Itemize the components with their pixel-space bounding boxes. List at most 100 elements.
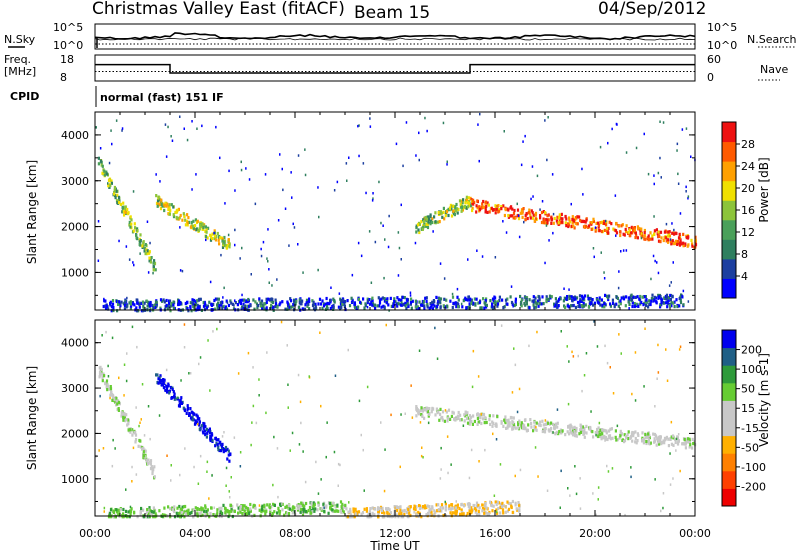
heatmap-cell <box>520 421 523 425</box>
heatmap-cell <box>248 511 251 516</box>
heatmap-cell <box>452 204 455 208</box>
heatmap-cell <box>166 304 170 308</box>
heatmap-cell <box>216 231 219 236</box>
heatmap-cell <box>656 437 659 441</box>
heatmap-cell <box>455 509 458 513</box>
heatmap-noise <box>634 351 637 354</box>
heatmap-cell <box>182 212 185 216</box>
heatmap-cell <box>112 515 115 519</box>
heatmap-cell <box>451 506 454 510</box>
heatmap-cell <box>194 300 197 304</box>
heatmap-cell <box>469 297 472 301</box>
heatmap-cell <box>297 305 301 309</box>
heatmap-cell <box>109 183 112 188</box>
heatmap-cell <box>307 508 310 513</box>
heatmap-noise <box>505 231 508 234</box>
heatmap-cell <box>495 302 498 306</box>
heatmap-cell <box>213 229 216 233</box>
freq-tick-18: 18 <box>60 53 74 66</box>
heatmap-cell <box>471 208 474 213</box>
heatmap-noise <box>402 164 404 168</box>
heatmap-cell <box>639 294 642 299</box>
heatmap-cell <box>596 300 599 304</box>
heatmap-cell <box>653 232 656 236</box>
heatmap-cell <box>107 307 110 311</box>
ytick-label: 1000 <box>61 473 89 486</box>
heatmap-cell <box>579 218 582 223</box>
heatmap-cell <box>381 506 384 510</box>
heatmap-cell <box>403 512 406 517</box>
heatmap-cell <box>555 300 559 304</box>
heatmap-noise <box>575 492 578 496</box>
heatmap-cell <box>466 511 469 516</box>
heatmap-cell <box>653 432 657 437</box>
heatmap-cell <box>406 298 409 302</box>
ytick-label: 4000 <box>61 337 89 350</box>
heatmap-cell <box>257 304 260 308</box>
heatmap-cell <box>204 425 207 429</box>
heatmap-cell <box>226 508 229 513</box>
heatmap-noise <box>388 309 390 312</box>
heatmap-cell <box>228 513 231 517</box>
heatmap-cell <box>657 230 660 234</box>
heatmap-cell <box>107 178 111 183</box>
heatmap-cell <box>420 220 423 224</box>
heatmap-cell <box>103 173 106 177</box>
heatmap-noise <box>388 214 390 218</box>
heatmap-cell <box>643 295 646 299</box>
heatmap-cell <box>332 303 335 308</box>
heatmap-cell <box>506 302 509 306</box>
heatmap-cell <box>174 210 177 215</box>
heatmap-cell <box>686 440 690 444</box>
heatmap-cell <box>617 224 621 228</box>
heatmap-cell <box>484 299 487 303</box>
heatmap-cell <box>105 379 109 383</box>
heatmap-cell <box>101 171 104 175</box>
heatmap-cell <box>209 435 212 439</box>
heatmap-noise <box>291 196 293 199</box>
heatmap-cell <box>426 406 429 410</box>
heatmap-cell <box>466 411 469 415</box>
heatmap-cell <box>154 268 157 272</box>
heatmap-cell <box>385 507 388 511</box>
heatmap-noise <box>426 129 428 133</box>
heatmap-cell <box>361 511 365 515</box>
heatmap-noise <box>384 238 386 241</box>
heatmap-noise <box>654 259 656 263</box>
heatmap-cell <box>670 304 673 308</box>
heatmap-cell <box>329 298 332 302</box>
heatmap-noise <box>544 419 547 422</box>
heatmap-cell <box>512 216 515 220</box>
heatmap-cell <box>439 506 442 510</box>
heatmap-noise <box>676 142 679 146</box>
colorbar-tick-label: 8 <box>741 248 748 261</box>
heatmap-cell <box>380 297 383 301</box>
heatmap-cell <box>672 436 675 440</box>
heatmap-cell <box>377 304 381 308</box>
heatmap-cell <box>117 407 120 411</box>
heatmap-noise <box>675 449 677 452</box>
heatmap-cell <box>520 298 523 302</box>
heatmap-noise <box>436 357 439 360</box>
heatmap-cell <box>677 241 680 245</box>
heatmap-cell <box>210 235 213 239</box>
heatmap-noise <box>234 243 236 247</box>
heatmap-cell <box>287 503 290 508</box>
heatmap-cell <box>597 223 601 227</box>
heatmap-cell <box>421 414 424 418</box>
heatmap-noise <box>552 231 554 235</box>
heatmap-cell <box>667 238 670 242</box>
heatmap-cell <box>640 232 643 236</box>
heatmap-noise <box>251 421 253 424</box>
heatmap-cell <box>139 239 142 243</box>
heatmap-cell <box>506 426 509 430</box>
heatmap-cell <box>237 511 240 515</box>
heatmap-cell <box>173 515 177 519</box>
heatmap-cell <box>437 211 440 215</box>
heatmap-cell <box>525 429 528 433</box>
heatmap-cell <box>484 504 487 508</box>
heatmap-noise <box>371 199 374 202</box>
heatmap-cell <box>192 224 195 229</box>
heatmap-cell <box>461 200 464 205</box>
heatmap-cell <box>214 297 217 301</box>
